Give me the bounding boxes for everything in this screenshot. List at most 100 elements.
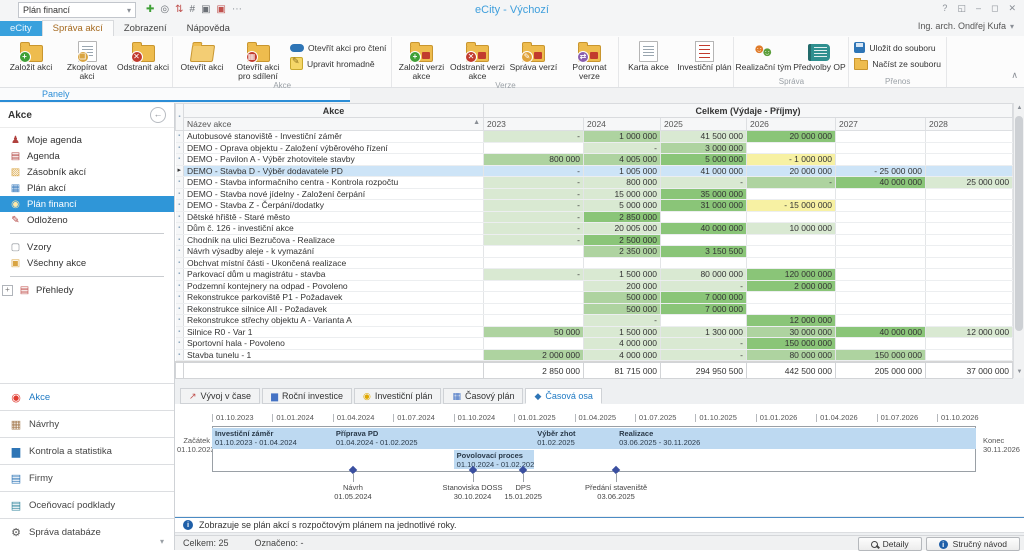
table-row[interactable]: ▪ Rekonstrukce střechy objektu A - Varian… (175, 314, 1013, 327)
ribbon-tab-nápověda[interactable]: Nápověda (177, 21, 240, 36)
value-cell-2023[interactable]: - (483, 268, 584, 281)
sidebar-section-kontrola-a-statistika[interactable]: ▆ Kontrola a statistika (0, 437, 174, 464)
value-cell-2024[interactable] (583, 257, 661, 269)
value-cell-2025[interactable]: - (660, 280, 747, 292)
table-row[interactable]: ▪ Podzemní kontejnery na odpad - Povoleno… (175, 280, 1013, 292)
value-cell-2024[interactable]: - (583, 142, 661, 154)
value-cell-2024[interactable]: 1 005 000 (583, 165, 661, 177)
value-cell-2024[interactable]: 800 000 (583, 176, 661, 189)
ribbon-tab-zobrazení[interactable]: Zobrazení (114, 21, 177, 36)
year-column-header-2027[interactable]: 2027 (835, 117, 926, 131)
scroll-up-icon[interactable]: ▲ (1016, 105, 1023, 111)
value-cell-2023[interactable]: - (483, 211, 584, 223)
value-cell-2026[interactable] (746, 257, 836, 269)
value-cell-2025[interactable]: - (660, 337, 747, 350)
value-cell-2026[interactable]: - (746, 176, 836, 189)
value-cell-2027[interactable] (835, 314, 926, 327)
value-cell-2023[interactable] (483, 291, 584, 304)
value-cell-2026[interactable]: 20 000 000 (746, 165, 836, 177)
tab-investiční-plán[interactable]: ◉ Investiční plán (354, 388, 442, 404)
value-cell-2027[interactable] (835, 142, 926, 154)
year-column-header-2025[interactable]: 2025 (660, 117, 747, 131)
user-menu[interactable]: Ing. arch. Ondřej Kufa ▾ (918, 21, 1014, 31)
table-row[interactable]: ▪ Autobusové stanoviště - Investiční zámě… (175, 130, 1013, 143)
value-cell-2027[interactable]: 40 000 000 (835, 176, 926, 189)
value-cell-2025[interactable] (660, 211, 747, 223)
value-cell-2025[interactable]: - (660, 349, 747, 361)
value-cell-2025[interactable] (660, 257, 747, 269)
sidebar-item-přehledy[interactable]: + ▤ Přehledy (0, 282, 174, 298)
sidebar-section-firmy[interactable]: ▤ Firmy (0, 464, 174, 491)
value-cell-2024[interactable]: 20 005 000 (583, 222, 661, 235)
upravit-hromadně-button[interactable]: Upravit hromadně (290, 56, 386, 70)
table-row[interactable]: ▪ Chodník na ulici Bezručova - Realizace -… (175, 234, 1013, 246)
value-cell-2026[interactable] (746, 245, 836, 258)
value-cell-2026[interactable]: 120 000 000 (746, 268, 836, 281)
value-cell-2027[interactable] (835, 245, 926, 258)
value-cell-2025[interactable]: 3 150 500 (660, 245, 747, 258)
action-name-cell[interactable]: Dům č. 126 - investiční akce (183, 222, 484, 235)
action-name-cell[interactable]: Chodník na ulici Bezručova - Realizace (183, 234, 484, 246)
gantt-bar-povolovací-proces[interactable]: Povolovací proces 01.10.2024 - 01.02.2025 (453, 450, 535, 469)
načíst-ze-souboru-button[interactable]: Načíst ze souboru (854, 57, 941, 70)
table-row[interactable]: ▪ Silnice R0 - Var 1 50 000 1 500 000 1 300 … (175, 326, 1013, 338)
action-name-cell[interactable]: Autobusové stanoviště - Investiční záměr (183, 130, 484, 143)
value-cell-2028[interactable] (925, 314, 1013, 327)
minimize-icon[interactable]: – (975, 3, 981, 13)
value-cell-2023[interactable]: 2 000 000 (483, 349, 584, 361)
sidebar-item-plán-financí[interactable]: ◉ Plán financí (0, 196, 174, 212)
scrollbar-thumb[interactable] (1015, 116, 1023, 331)
name-column-header[interactable]: Název akce ▲ (183, 117, 484, 131)
value-cell-2023[interactable]: - (483, 234, 584, 246)
value-cell-2025[interactable]: 35 000 000 (660, 188, 747, 200)
value-cell-2023[interactable] (483, 142, 584, 154)
value-cell-2024[interactable]: 500 000 (583, 291, 661, 304)
value-cell-2025[interactable]: 7 000 000 (660, 303, 747, 315)
value-cell-2028[interactable] (925, 211, 1013, 223)
table-row[interactable]: ▪ DEMO - Stavba nové jídelny - Založení č… (175, 188, 1013, 200)
value-cell-2028[interactable] (925, 153, 1013, 166)
value-cell-2027[interactable] (835, 234, 926, 246)
value-cell-2028[interactable]: 25 000 000 (925, 176, 1013, 189)
value-cell-2024[interactable]: - (583, 314, 661, 327)
value-cell-2025[interactable]: 80 000 000 (660, 268, 747, 281)
value-cell-2028[interactable] (925, 199, 1013, 212)
hierarchy-icon[interactable]: # (189, 4, 196, 15)
sidebar-section-oceňovací-podklady[interactable]: ▤ Oceňovací podklady (0, 491, 174, 518)
uložit-do-souboru-button[interactable]: Uložit do souboru (854, 41, 941, 54)
table-row[interactable]: ▪ Návrh výsadby aleje - k vymazání 2 350 0… (175, 245, 1013, 258)
gantt-bar-realizace[interactable]: Realizace 03.06.2025 - 30.11.2026 (616, 428, 976, 449)
value-cell-2023[interactable]: - (483, 199, 584, 212)
action-name-cell[interactable]: DEMO - Stavba nové jídelny - Založení če… (183, 188, 484, 200)
value-cell-2027[interactable] (835, 303, 926, 315)
založit-akci-button[interactable]: + Založit akci (3, 37, 59, 72)
value-cell-2028[interactable] (925, 245, 1013, 258)
help-icon[interactable]: ? (942, 3, 948, 13)
value-cell-2023[interactable] (483, 257, 584, 269)
sidebar-item-moje-agenda[interactable]: ♟ Moje agenda (0, 132, 174, 148)
action-name-cell[interactable]: Silnice R0 - Var 1 (183, 326, 484, 338)
value-cell-2024[interactable]: 500 000 (583, 303, 661, 315)
panels-tab-active[interactable]: Panely (0, 88, 350, 102)
value-cell-2027[interactable] (835, 199, 926, 212)
value-cell-2028[interactable] (925, 142, 1013, 154)
sidebar-section-akce[interactable]: ◉ Akce (0, 383, 174, 410)
action-name-cell[interactable]: Rekonstrukce parkoviště P1 - Požadavek (183, 291, 484, 304)
year-column-header-2026[interactable]: 2026 (746, 117, 836, 131)
value-cell-2025[interactable] (660, 314, 747, 327)
action-name-cell[interactable]: Podzemní kontejnery na odpad - Povoleno (183, 280, 484, 292)
value-cell-2027[interactable]: 40 000 000 (835, 326, 926, 338)
value-cell-2025[interactable]: 41 000 000 (660, 165, 747, 177)
table-row[interactable]: ▪ Rekonstrukce parkoviště P1 - Požadavek 5… (175, 291, 1013, 304)
value-cell-2027[interactable] (835, 188, 926, 200)
value-cell-2026[interactable] (746, 188, 836, 200)
details-button[interactable]: Detaily (857, 537, 922, 551)
value-cell-2025[interactable]: 1 300 000 (660, 326, 747, 338)
value-cell-2024[interactable]: 1 500 000 (583, 268, 661, 281)
value-cell-2028[interactable] (925, 280, 1013, 292)
sidebar-collapse-icon[interactable]: ← (150, 107, 166, 123)
value-cell-2024[interactable]: 1 500 000 (583, 326, 661, 338)
odstranit-akci-button[interactable]: ✕ Odstranit akci (115, 37, 171, 72)
value-cell-2027[interactable] (835, 291, 926, 304)
value-cell-2026[interactable]: 12 000 000 (746, 314, 836, 327)
